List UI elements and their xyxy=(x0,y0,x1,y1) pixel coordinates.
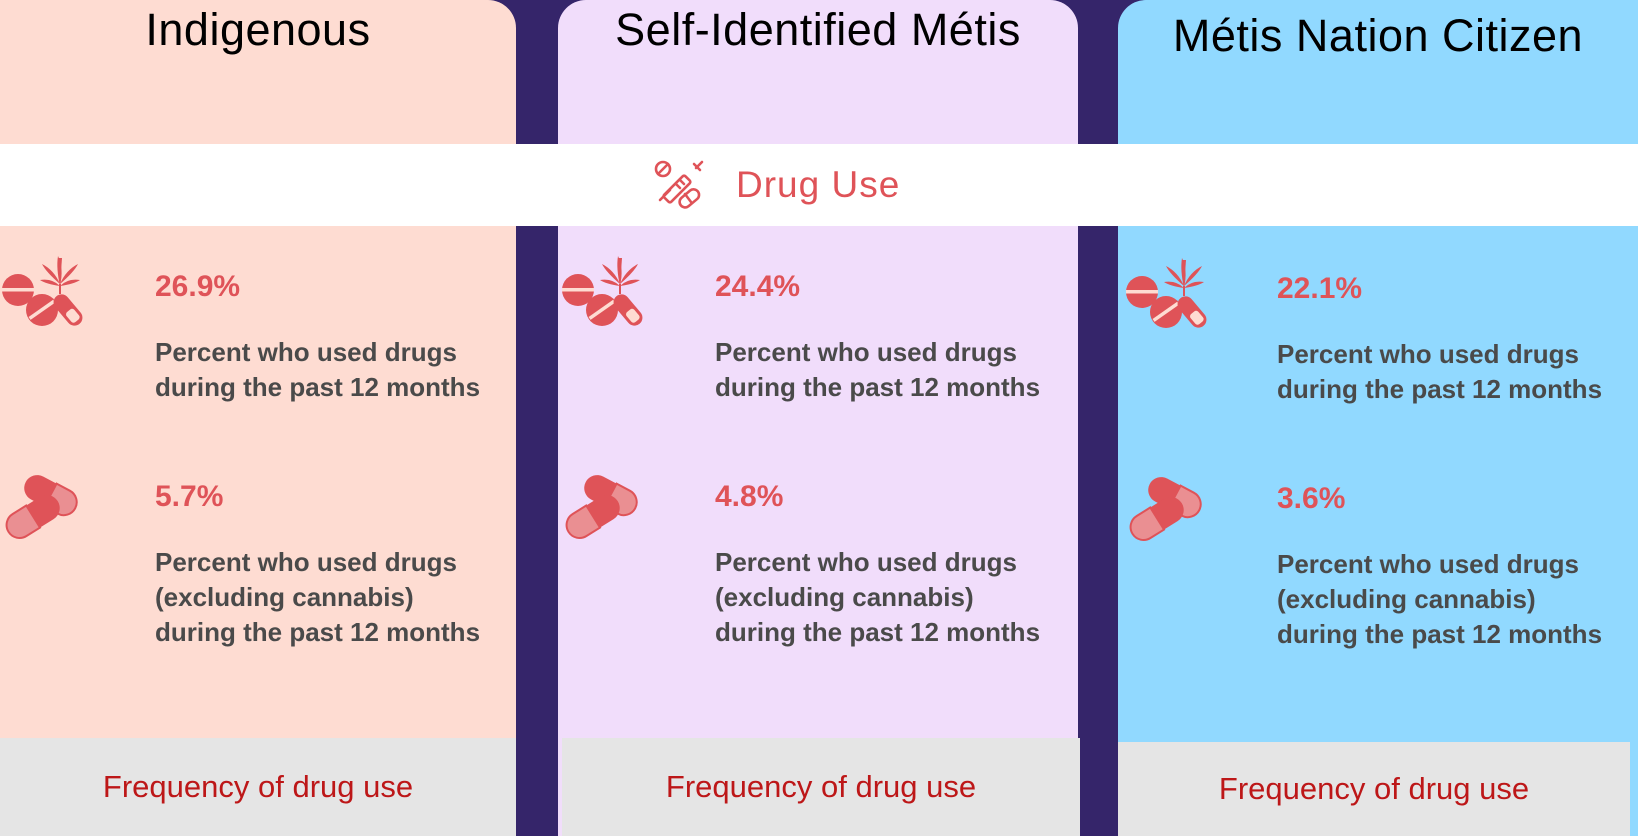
frequency-of-drug-use-button[interactable]: Frequency of drug use xyxy=(562,738,1080,836)
stat-description: Percent who used drugs (excluding cannab… xyxy=(715,547,1041,647)
stat-description: Percent who used drugs during the past 1… xyxy=(155,337,481,402)
capsules-icon xyxy=(560,466,644,542)
footer-label: Frequency of drug use xyxy=(102,769,414,804)
drugs-cannabis-pills-icon xyxy=(560,256,644,336)
column-metis-nation-citizen: Métis Nation Citizen 22.1% Percent who u… xyxy=(1118,0,1638,836)
drugs-cannabis-pills-icon xyxy=(1124,258,1208,338)
stat-value: 22.1% xyxy=(1277,272,1363,305)
frequency-of-drug-use-button[interactable]: Frequency of drug use xyxy=(1118,742,1630,836)
drugs-cannabis-pills-icon xyxy=(0,256,84,336)
section-header: Drug Use xyxy=(654,158,900,212)
column-title: Self-Identified Métis xyxy=(615,4,1021,55)
capsules-icon xyxy=(1124,468,1208,544)
frequency-of-drug-use-button[interactable]: Frequency of drug use xyxy=(0,738,516,836)
stat-description: Percent who used drugs during the past 1… xyxy=(715,337,1041,402)
stat-value: 5.7% xyxy=(155,480,224,513)
stat-description: Percent who used drugs (excluding cannab… xyxy=(155,547,481,647)
footer-label: Frequency of drug use xyxy=(1218,771,1530,806)
stat-value: 4.8% xyxy=(715,480,784,513)
stat-value: 26.9% xyxy=(155,270,241,303)
stat-description: Percent who used drugs during the past 1… xyxy=(1277,339,1603,404)
stat-value: 3.6% xyxy=(1277,482,1346,515)
stat-description: Percent who used drugs (excluding cannab… xyxy=(1277,549,1603,649)
column-self-identified-metis: Self-Identified Métis 24.4% Percent who … xyxy=(558,0,1080,836)
capsules-icon xyxy=(0,466,84,542)
footer-label: Frequency of drug use xyxy=(665,769,977,804)
section-banner: Drug Use xyxy=(0,144,1638,226)
section-title: Drug Use xyxy=(736,164,901,205)
syringe-pill-icon xyxy=(654,160,704,209)
column-title: Indigenous xyxy=(145,4,371,55)
column-title: Métis Nation Citizen xyxy=(1172,10,1584,61)
column-indigenous: Indigenous 26.9% Percent who used drugs … xyxy=(0,0,516,836)
stat-value: 24.4% xyxy=(715,270,801,303)
